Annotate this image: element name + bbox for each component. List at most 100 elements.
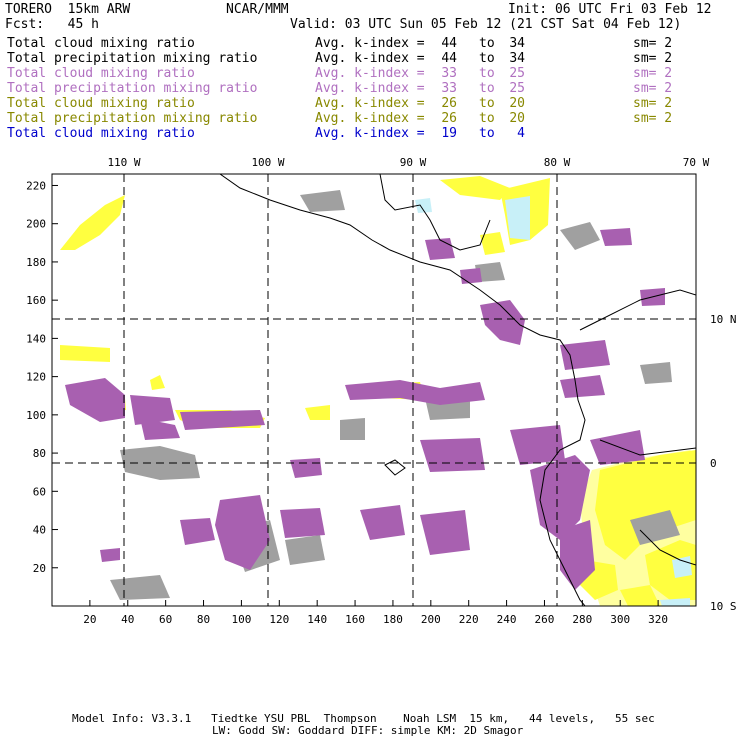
x-tick-label: 220: [459, 613, 479, 626]
latitude-label: 10 N: [710, 313, 737, 326]
longitude-label: 100 W: [251, 156, 284, 169]
legend-kindex-label: Avg. k-index =: [315, 81, 425, 96]
x-tick-label: 240: [497, 613, 517, 626]
legend-kindex-low: 4: [517, 126, 525, 141]
longitude-label: 70 W: [683, 156, 710, 169]
legend-row: Total precipitation mixing ratio Avg. k-i…: [7, 51, 707, 66]
x-tick-label: 60: [159, 613, 172, 626]
forecast-map: 20 40 60 80 100 120 140 160 180 200 220 240 260 280 30…: [26, 156, 737, 626]
init-time: Init: 06 UTC Fri 03 Feb 12: [508, 2, 712, 17]
model-title: TORERO 15km ARW: [5, 2, 131, 17]
y-tick-label: 100: [26, 409, 46, 422]
y-tick-label: 160: [26, 294, 46, 307]
legend-to-label: to: [479, 51, 495, 66]
y-tick-label: 180: [26, 256, 46, 269]
legend-kindex-low: 20: [509, 96, 525, 111]
longitude-label: 90 W: [400, 156, 427, 169]
longitude-labels: 110 W 100 W 90 W 80 W 70 W: [107, 156, 709, 169]
legend-smoothing: sm= 2: [633, 51, 673, 66]
longitude-label: 110 W: [107, 156, 140, 169]
legend-kindex-high: 44: [441, 36, 457, 51]
legend-to-label: to: [479, 66, 495, 81]
y-tick-label: 80: [33, 447, 46, 460]
legend-smoothing: sm= 2: [633, 111, 673, 126]
legend-kindex-high: 33: [441, 66, 457, 81]
x-tick-label: 40: [121, 613, 134, 626]
legend-kindex-label: Avg. k-index =: [315, 51, 425, 66]
physics-info: LW: Godd SW: Goddard DIFF: simple KM: 2D…: [212, 724, 524, 737]
x-tick-label: 260: [535, 613, 555, 626]
legend-field-name: Total precipitation mixing ratio: [7, 81, 258, 96]
y-tick-label: 200: [26, 218, 46, 231]
lat-lon-grid: [52, 174, 696, 606]
y-tick-label: 140: [26, 332, 46, 345]
legend-field-name: Total precipitation mixing ratio: [7, 111, 258, 126]
y-axis-ticks: 20 40 60 80 100 120 140 160 180 200 220: [26, 179, 58, 575]
legend-field-name: Total cloud mixing ratio: [7, 36, 195, 51]
x-tick-label: 180: [383, 613, 403, 626]
x-tick-label: 120: [269, 613, 289, 626]
x-tick-label: 100: [231, 613, 251, 626]
latitude-label: 10 S: [710, 600, 737, 613]
x-axis-ticks: 20 40 60 80 100 120 140 160 180 200 220 240 260 280 30…: [83, 600, 668, 626]
model-info: Model Info: V3.3.1 Tiedtke YSU PBL Thomp…: [72, 712, 655, 725]
legend-to-label: to: [479, 36, 495, 51]
legend-kindex-label: Avg. k-index =: [315, 36, 425, 51]
legend-kindex-low: 34: [509, 51, 525, 66]
legend-kindex-label: Avg. k-index =: [315, 126, 425, 141]
coastlines: [219, 174, 696, 606]
valid-time: Valid: 03 UTC Sun 05 Feb 12 (21 CST Sat …: [290, 17, 682, 32]
x-tick-label: 160: [345, 613, 365, 626]
legend-kindex-high: 26: [441, 111, 457, 126]
x-tick-label: 200: [421, 613, 441, 626]
field-shading: [60, 176, 696, 606]
legend-to-label: to: [479, 111, 495, 126]
legend-field-name: Total precipitation mixing ratio: [7, 51, 258, 66]
legend-field-name: Total cloud mixing ratio: [7, 96, 195, 111]
legend-row: Total cloud mixing ratio Avg. k-index = 26…: [7, 96, 707, 111]
x-tick-label: 280: [572, 613, 592, 626]
legend-kindex-high: 26: [441, 96, 457, 111]
y-tick-label: 40: [33, 524, 46, 537]
latitude-label: 0: [710, 457, 717, 470]
legend-field-name: Total cloud mixing ratio: [7, 126, 195, 141]
legend-to-label: to: [479, 81, 495, 96]
legend-kindex-high: 33: [441, 81, 457, 96]
forecast-hour: Fcst: 45 h: [5, 17, 99, 32]
cyan-cloud-fill: [415, 196, 692, 606]
latitude-labels: 10 N 0 10 S: [710, 313, 737, 613]
legend-kindex-label: Avg. k-index =: [315, 96, 425, 111]
legend-to-label: to: [479, 126, 495, 141]
x-tick-label: 300: [610, 613, 630, 626]
legend-kindex-low: 25: [509, 66, 525, 81]
legend-row: Total precipitation mixing ratio Avg. k-i…: [7, 81, 707, 96]
legend-field-name: Total cloud mixing ratio: [7, 66, 195, 81]
y-tick-label: 120: [26, 371, 46, 384]
y-tick-label: 60: [33, 485, 46, 498]
legend-kindex-high: 44: [441, 51, 457, 66]
legend-row: Total cloud mixing ratio Avg. k-index = 33…: [7, 66, 707, 81]
legend-kindex-low: 25: [509, 81, 525, 96]
legend-to-label: to: [479, 96, 495, 111]
longitude-label: 80 W: [544, 156, 571, 169]
legend-kindex-label: Avg. k-index =: [315, 111, 425, 126]
x-tick-label: 20: [83, 613, 96, 626]
y-tick-label: 220: [26, 179, 46, 192]
legend-smoothing: sm= 2: [633, 96, 673, 111]
legend-smoothing: sm= 2: [633, 81, 673, 96]
x-tick-label: 80: [197, 613, 210, 626]
legend-smoothing: sm= 2: [633, 36, 673, 51]
legend-kindex-low: 34: [509, 36, 525, 51]
legend-row: Total cloud mixing ratio Avg. k-index = 19…: [7, 126, 707, 141]
legend-kindex-low: 20: [509, 111, 525, 126]
plot-frame: [51, 173, 697, 607]
y-tick-label: 20: [33, 562, 46, 575]
legend-kindex-label: Avg. k-index =: [315, 66, 425, 81]
legend-row: Total cloud mixing ratio Avg. k-index = 44…: [7, 36, 707, 51]
legend-smoothing: sm= 2: [633, 66, 673, 81]
x-tick-label: 140: [307, 613, 327, 626]
x-tick-label: 320: [648, 613, 668, 626]
legend-kindex-high: 19: [441, 126, 457, 141]
purple-cloud-fill: [65, 228, 665, 590]
org-label: NCAR/MMM: [226, 2, 289, 17]
